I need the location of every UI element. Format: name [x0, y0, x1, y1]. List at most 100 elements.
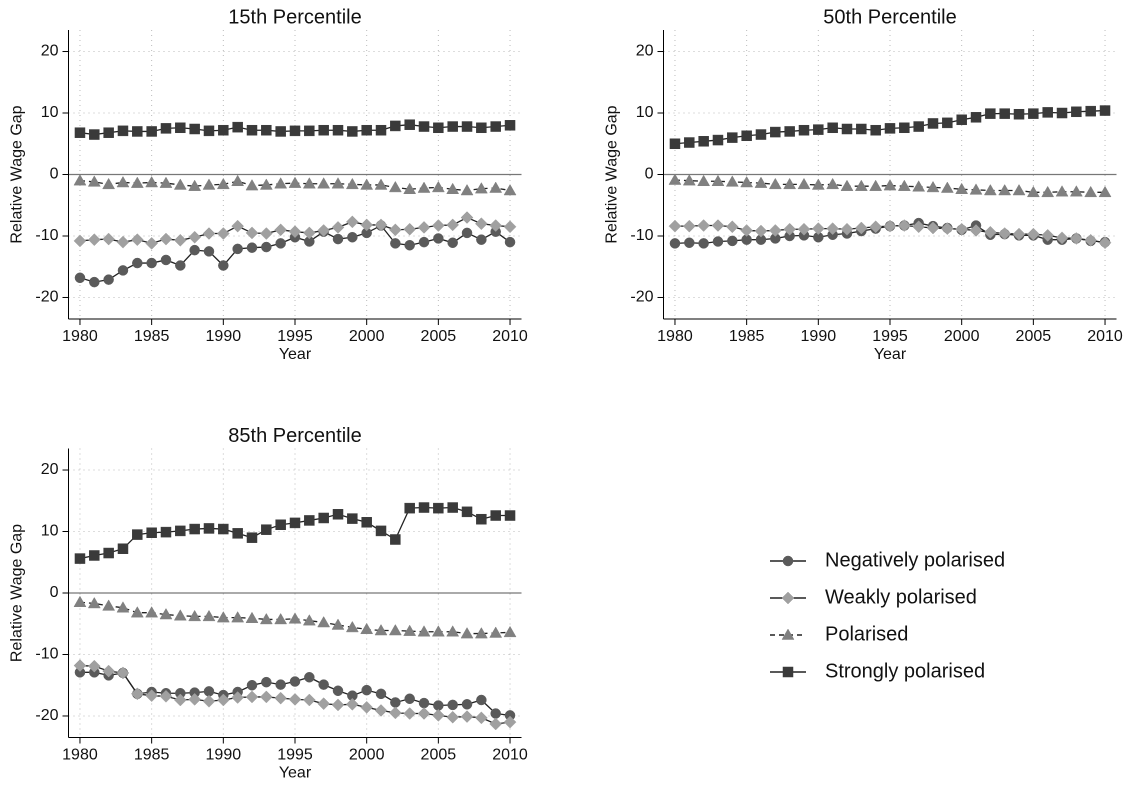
marker [755, 129, 767, 140]
y-tick-label: 20 [41, 461, 59, 478]
marker [404, 119, 415, 130]
marker [390, 120, 401, 132]
marker [897, 219, 911, 232]
x-tick-label: 1990 [801, 328, 837, 345]
marker [390, 534, 401, 545]
marker [475, 217, 488, 231]
marker [388, 706, 402, 720]
marker [103, 127, 114, 138]
marker [231, 219, 245, 233]
marker [116, 175, 130, 188]
marker [970, 112, 982, 123]
marker [433, 233, 444, 244]
y-axis-title: Relative Wage Gap [9, 105, 26, 243]
marker [712, 134, 724, 146]
marker [870, 124, 881, 136]
x-tick-label: 1990 [206, 747, 242, 764]
marker [73, 595, 87, 607]
marker [274, 612, 288, 625]
x-tick-label: 2005 [421, 747, 457, 764]
marker [926, 180, 940, 193]
marker [390, 697, 401, 708]
marker [461, 506, 473, 518]
marker [246, 679, 258, 691]
marker [417, 707, 431, 720]
marker [202, 178, 216, 190]
marker [159, 689, 173, 703]
marker [288, 225, 302, 239]
x-tick-label: 2010 [492, 328, 528, 345]
marker [202, 694, 216, 708]
marker [404, 693, 415, 705]
y-tick-label: 10 [636, 104, 654, 121]
marker [1055, 185, 1069, 197]
marker [899, 122, 910, 134]
marker [856, 123, 867, 135]
marker [432, 219, 445, 232]
marker [1055, 231, 1069, 245]
x-tick-label: 2010 [1087, 328, 1123, 345]
marker [332, 685, 344, 697]
marker [813, 124, 824, 135]
marker [231, 691, 245, 704]
y-tick-label: 0 [50, 584, 59, 601]
marker [768, 224, 782, 237]
marker [103, 274, 114, 285]
marker [461, 227, 473, 239]
marker [361, 684, 372, 696]
marker [160, 123, 172, 134]
marker [173, 233, 187, 247]
marker [173, 178, 187, 190]
marker [304, 515, 315, 526]
marker [1070, 232, 1083, 245]
marker [259, 178, 273, 190]
marker [403, 182, 417, 195]
y-tick-label: 10 [41, 104, 59, 121]
marker [503, 220, 517, 234]
marker [318, 512, 329, 524]
marker [259, 612, 273, 625]
marker [203, 246, 215, 257]
marker [740, 224, 753, 237]
marker [1013, 108, 1025, 120]
marker [942, 117, 953, 129]
marker [388, 624, 402, 636]
marker [188, 693, 202, 706]
marker [116, 666, 130, 680]
marker [983, 225, 997, 239]
marker [218, 523, 229, 535]
marker [130, 687, 144, 701]
marker [132, 257, 143, 269]
marker [940, 181, 954, 193]
marker [403, 624, 417, 636]
marker [332, 124, 344, 136]
marker [202, 227, 216, 240]
marker [1026, 185, 1040, 198]
marker [1027, 227, 1040, 241]
marker [489, 219, 503, 232]
marker [289, 517, 301, 529]
marker [175, 122, 186, 134]
marker [711, 174, 725, 187]
marker [404, 502, 415, 514]
marker [476, 513, 487, 525]
marker [490, 510, 501, 521]
x-tick-label: 2005 [1016, 328, 1052, 345]
marker [89, 129, 100, 140]
marker [274, 223, 288, 237]
marker [331, 221, 345, 234]
marker [684, 137, 695, 148]
marker [361, 124, 372, 136]
marker [474, 627, 488, 639]
marker [302, 226, 316, 240]
marker [388, 180, 402, 193]
x-tick-label: 1995 [872, 328, 908, 345]
marker [175, 260, 186, 271]
marker [668, 173, 682, 185]
marker [869, 220, 883, 234]
chart-title: 50th Percentile [823, 6, 956, 28]
marker [841, 123, 853, 135]
marker [476, 122, 487, 134]
marker [403, 707, 417, 720]
marker [489, 717, 503, 731]
